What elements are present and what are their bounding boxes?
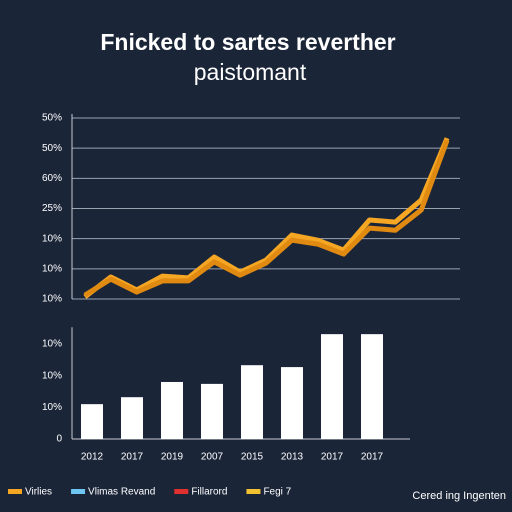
- legend-label: Fillarord: [191, 487, 227, 498]
- legend-swatch: [174, 489, 189, 494]
- bar: [281, 367, 303, 439]
- bar: [81, 404, 103, 439]
- legend-label: Fegi 7: [263, 487, 291, 498]
- x-tick-label: 2017: [121, 452, 144, 463]
- bar: [121, 397, 143, 439]
- x-tick-label: 2012: [81, 452, 104, 463]
- legend-swatch: [8, 489, 22, 494]
- y-tick-label: 10%: [42, 263, 62, 274]
- line: [83, 139, 450, 298]
- y-tick-label: 10%: [42, 294, 62, 305]
- y-tick-label: 10%: [42, 233, 62, 244]
- y-tick-label: 50%: [42, 143, 62, 154]
- chart-title: paistomant: [194, 59, 307, 85]
- y-tick-label: 10%: [42, 370, 62, 381]
- x-tick-label: 2017: [321, 452, 344, 463]
- x-tick-label: 2007: [201, 452, 224, 463]
- x-tick-label: 2013: [281, 452, 304, 463]
- x-tick-label: 2017: [361, 452, 384, 463]
- legend-label: Virlies: [25, 487, 52, 498]
- legend-label: Vlimas Revand: [88, 487, 155, 498]
- y-tick-label: 10%: [42, 339, 62, 350]
- bar: [321, 334, 343, 439]
- y-tick-label: 10%: [42, 402, 62, 413]
- y-tick-label: 25%: [42, 203, 62, 214]
- chart-title: Fnicked to sartes reverther: [100, 29, 395, 55]
- bar: [201, 383, 223, 439]
- bar: [161, 381, 183, 439]
- bar: [361, 334, 383, 439]
- legend-swatch: [71, 489, 86, 494]
- bar: [241, 365, 263, 439]
- footer: Cered ing Ingenten: [412, 490, 506, 502]
- y-tick-label: 0: [56, 434, 62, 445]
- y-tick-label: 60%: [42, 173, 62, 184]
- x-tick-label: 2015: [241, 452, 264, 463]
- y-tick-label: 50%: [42, 113, 62, 124]
- legend-swatch: [246, 489, 261, 494]
- x-tick-label: 2019: [161, 452, 184, 463]
